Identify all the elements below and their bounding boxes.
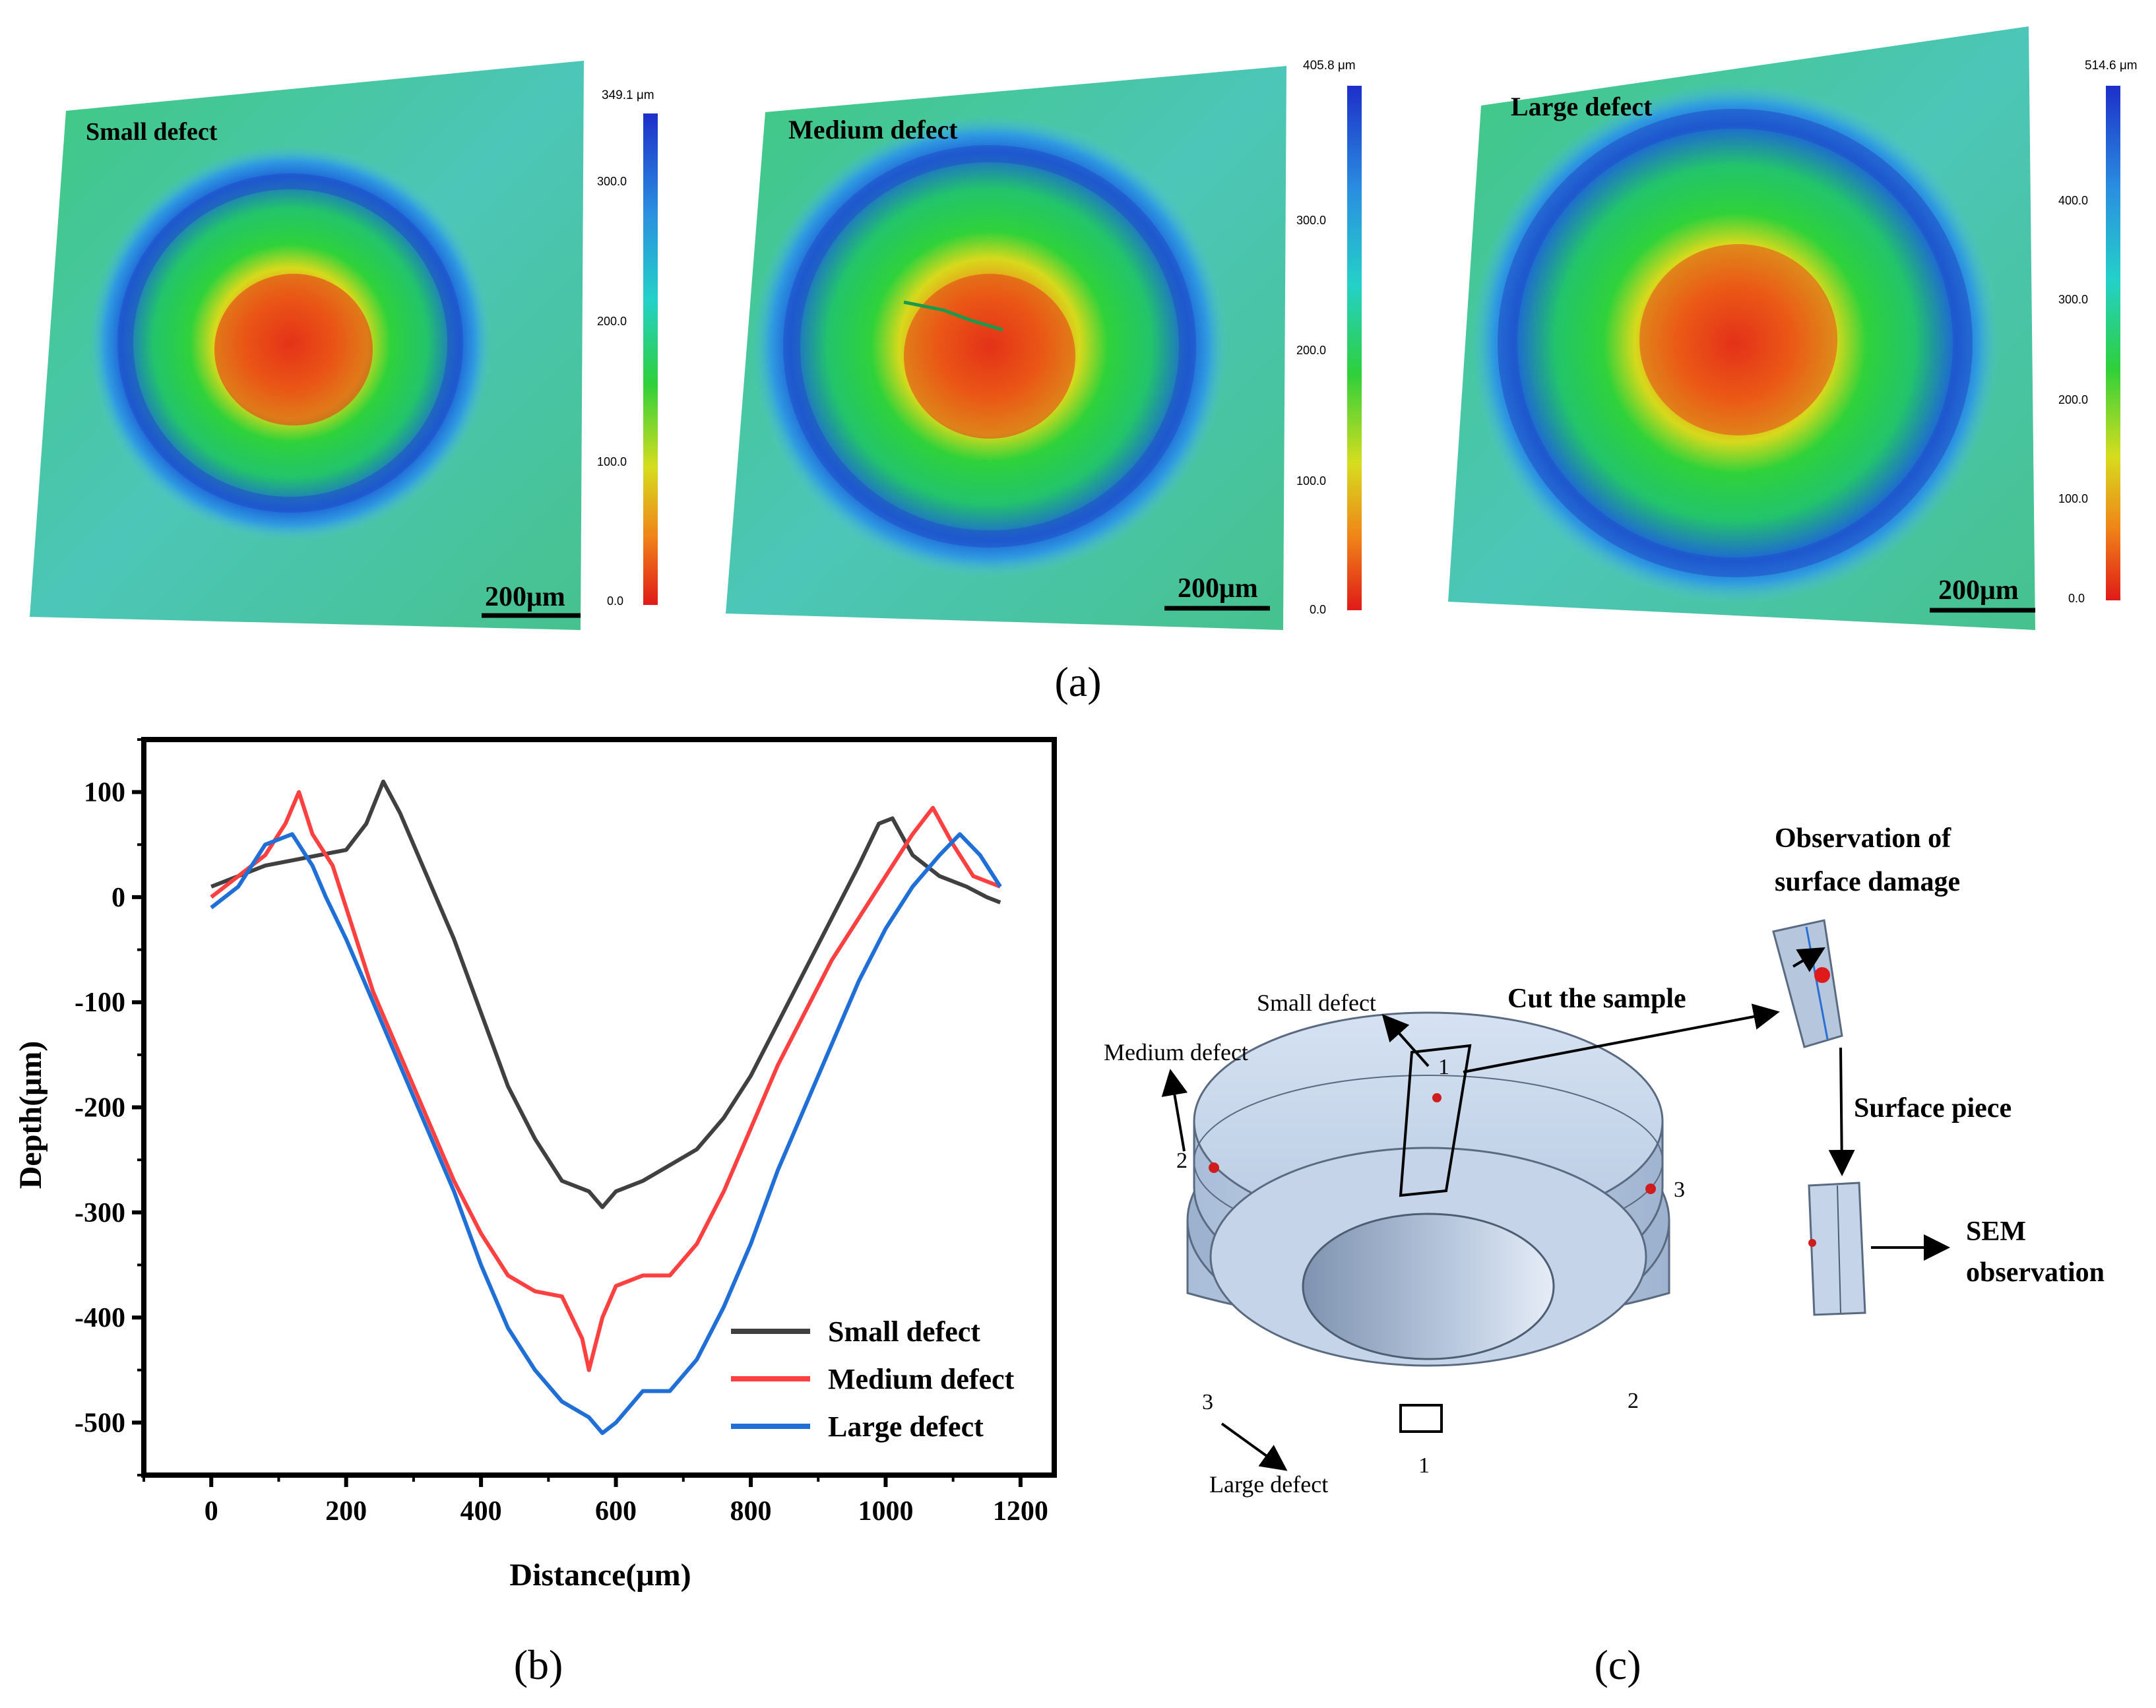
y-tick-label: -400 [75,1303,125,1333]
colorbar-tick-large-200: 200.0 [2058,393,2088,406]
y-tick-label: -300 [75,1198,125,1228]
x-tick-label: 200 [325,1496,367,1527]
x-tick-label: 1000 [858,1496,913,1527]
colorbar-tick-medium-300: 300.0 [1296,214,1326,227]
colorbar-tick-small-100: 100.0 [597,455,627,468]
y-tick-label: -200 [75,1093,125,1123]
label-num-3-right: 3 [1674,1178,1685,1202]
panel-a: Small defect 200μm 349.1 μm 300.0 200.0 … [30,26,2138,705]
label-num-3-bottom: 3 [1202,1390,1213,1414]
schematic-arrows [1161,947,1950,1471]
chart-axes: 0 200 400 600 800 1000 12001000-100-200-300-40… [75,738,1048,1527]
x-tick-label: 0 [205,1496,218,1527]
chart-legend: Small defect Medium defect Large defect [731,1315,1015,1443]
label-observation-line2: surface damage [1775,867,1960,897]
label-observation-line1: Observation of [1775,823,1951,854]
colorbar-tick-large-300: 300.0 [2058,293,2088,306]
bearing-ring [1186,1011,1670,1433]
x-tick-label: 1200 [993,1496,1048,1527]
y-tick-label: 0 [111,883,125,913]
scale-bar-label-large: 200μm [1938,575,2019,606]
caption-a: (a) [1054,658,1101,705]
x-tick-label: 400 [460,1496,502,1527]
colorbar-medium [1347,86,1362,610]
surface-map-medium: Medium defect 200μm 405.8 μm 300.0 200.0… [726,59,1362,630]
surface-piece [1808,1182,1866,1316]
colorbar-tick-small-300: 300.0 [597,175,627,188]
colorbar-max-medium: 405.8 μm [1303,59,1356,73]
legend-label-medium-defect: Medium defect [828,1363,1015,1395]
panel-c: Small defect Medium defect Large defect … [1104,823,2105,1688]
label-num-2-bottom: 2 [1628,1389,1639,1413]
colorbar-small [643,113,658,605]
caption-b: (b) [514,1641,563,1688]
label-large-defect: Large defect [1209,1471,1328,1498]
series-line-medium-defect [210,790,1001,1372]
cut-sample-piece [1772,919,1843,1048]
label-sem-line2: observation [1966,1257,2105,1288]
y-tick-label: -500 [75,1408,125,1438]
colorbar-tick-medium-200: 200.0 [1296,344,1326,357]
colorbar-tick-small-200: 200.0 [597,315,627,328]
colorbar-max-small: 349.1 μm [602,88,654,102]
label-cut-sample: Cut the sample [1507,984,1686,1014]
caption-c: (c) [1594,1641,1641,1688]
plot-frame [141,737,1057,1478]
colorbar-tick-large-100: 100.0 [2058,492,2088,505]
series-line-large-defect [210,832,1002,1436]
colorbar-tick-small-0: 0.0 [607,594,623,608]
series-line-small-defect [210,779,1001,1209]
x-tick-label: 800 [730,1496,772,1527]
y-axis-label: Depth(μm) [13,1041,48,1189]
map-title-large: Large defect [1511,92,1653,121]
label-sem-line1: SEM [1966,1217,2026,1247]
map-title-medium: Medium defect [788,115,958,144]
x-axis-label: Distance(μm) [509,1558,691,1593]
scale-bar-label-small: 200μm [485,582,565,612]
label-num-2-left: 2 [1176,1149,1188,1173]
label-small-defect: Small defect [1257,990,1376,1016]
surface-map-large: Large defect 200μm 514.6 μm 400.0 300.0 … [1448,26,2138,630]
label-num-1-bottom: 1 [1418,1453,1430,1478]
label-num-1-top: 1 [1438,1055,1449,1079]
legend-label-large-defect: Large defect [828,1410,984,1443]
colorbar-tick-large-400: 400.0 [2058,194,2088,207]
panel-b: 0 200 400 600 800 1000 12001000-100-200-300-40… [13,737,1057,1688]
label-medium-defect: Medium defect [1104,1039,1248,1065]
legend-label-small-defect: Small defect [828,1315,980,1348]
surface-map-small: Small defect 200μm 349.1 μm 300.0 200.0 … [30,61,658,630]
map-title-small: Small defect [86,118,218,146]
colorbar-tick-medium-100: 100.0 [1296,474,1326,488]
scale-bar-label-medium: 200μm [1178,573,1258,604]
colorbar-max-large: 514.6 μm [2085,59,2138,73]
colorbar-large [2106,86,2120,600]
y-tick-label: 100 [84,778,125,808]
label-surface-piece: Surface piece [1854,1093,2012,1123]
colorbar-tick-medium-0: 0.0 [1310,603,1326,616]
y-tick-label: -100 [75,988,125,1018]
x-tick-label: 600 [595,1496,637,1527]
chart-series [210,779,1002,1436]
colorbar-tick-large-0: 0.0 [2068,592,2085,605]
